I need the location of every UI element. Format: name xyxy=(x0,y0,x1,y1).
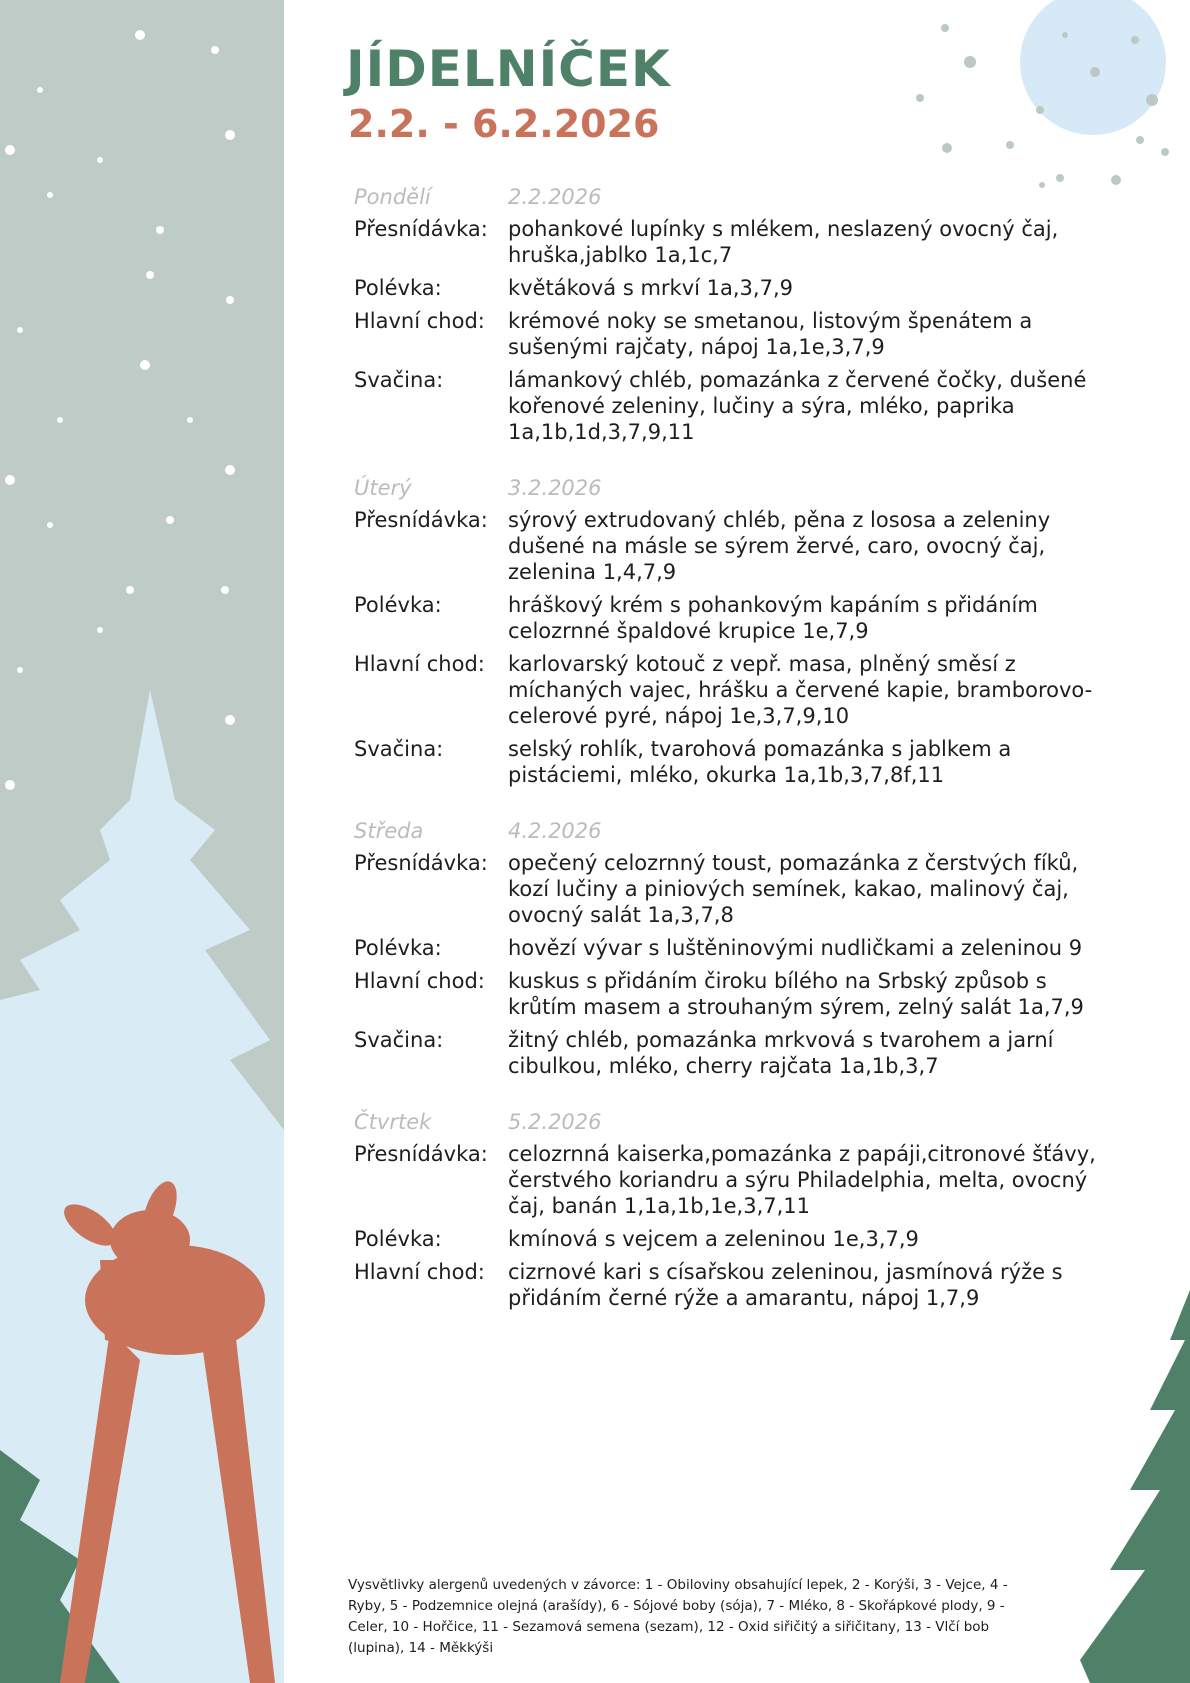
meal-label: Polévka: xyxy=(354,1227,442,1251)
page-title: JÍDELNÍČEK xyxy=(346,40,671,98)
snowflakes-icon xyxy=(916,24,1169,188)
meal-row: Přesnídávka: sýrový extrudovaný chléb, pě… xyxy=(354,507,1114,585)
day-header: Pondělí 2.2.2026 xyxy=(354,184,1114,210)
meal-text: kmínová s vejcem a zeleninou 1e,3,7,9 xyxy=(508,1227,919,1251)
snowflakes-icon xyxy=(5,30,235,790)
meal-label: Svačina: xyxy=(354,737,444,761)
meal-row: Polévka: kmínová s vejcem a zeleninou 1e,… xyxy=(354,1226,1114,1252)
meal-text: žitný chléb, pomazánka mrkvová s tvarohe… xyxy=(508,1028,1054,1078)
meal-text: celozrnná kaiserka,pomazánka z papáji,ci… xyxy=(508,1142,1096,1218)
day-name: Středa xyxy=(354,819,424,843)
meal-label: Svačina: xyxy=(354,1028,444,1052)
meal-row: Přesnídávka: celozrnná kaiserka,pomazánka… xyxy=(354,1141,1114,1219)
meal-text: cizrnové kari s císařskou zeleninou, jas… xyxy=(508,1260,1063,1310)
meal-label: Přesnídávka: xyxy=(354,851,488,875)
day-date: 2.2.2026 xyxy=(508,185,602,209)
day-block: Pondělí 2.2.2026 Přesnídávka: pohankové lup… xyxy=(354,184,1114,445)
deer-icon xyxy=(60,1181,275,1683)
meal-label: Polévka: xyxy=(354,936,442,960)
meal-label: Svačina: xyxy=(354,368,444,392)
meal-row: Svačina: lámankový chléb, pomazánka z čer… xyxy=(354,367,1114,445)
pine-bottom-icon xyxy=(0,1450,120,1683)
moon-illustration xyxy=(916,0,1169,188)
allergen-legend: Vysvětlivky alergenů uvedených v závorce… xyxy=(348,1577,1008,1656)
meal-row: Hlavní chod: kuskus s přidáním čiroku bíl… xyxy=(354,968,1114,1020)
meal-row: Polévka: květáková s mrkví 1a,3,7,9 xyxy=(354,275,1114,301)
meal-text: sýrový extrudovaný chléb, pěna z lososa … xyxy=(508,508,1051,584)
meal-label: Přesnídávka: xyxy=(354,1142,488,1166)
pine-right-icon xyxy=(1080,1290,1190,1683)
day-block: Středa 4.2.2026 Přesnídávka: opečený celozr… xyxy=(354,818,1114,1079)
meal-label: Polévka: xyxy=(354,593,442,617)
day-date: 5.2.2026 xyxy=(508,1110,602,1134)
meal-row: Přesnídávka: opečený celozrnný toust, pom… xyxy=(354,850,1114,928)
meal-label: Hlavní chod: xyxy=(354,309,485,333)
meal-text: květáková s mrkví 1a,3,7,9 xyxy=(508,276,793,300)
meal-row: Přesnídávka: pohankové lupínky s mlékem, … xyxy=(354,216,1114,268)
meal-text: pohankové lupínky s mlékem, neslazený ov… xyxy=(508,217,1059,267)
meal-row: Polévka: hovězí vývar s luštěninovými nud… xyxy=(354,935,1114,961)
meal-row: Hlavní chod: krémové noky se smetanou, li… xyxy=(354,308,1114,360)
day-header: Čtvrtek 5.2.2026 xyxy=(354,1109,1114,1135)
day-header: Úterý 3.2.2026 xyxy=(354,475,1114,501)
day-name: Pondělí xyxy=(354,185,431,209)
meal-row: Hlavní chod: cizrnové kari s císařskou ze… xyxy=(354,1259,1114,1311)
meal-text: hráškový krém s pohankovým kapáním s při… xyxy=(508,593,1038,643)
meal-row: Svačina: žitný chléb, pomazánka mrkvová s… xyxy=(354,1027,1114,1079)
snowy-tree-icon xyxy=(0,690,284,1683)
winter-illustration xyxy=(0,0,284,1683)
day-name: Čtvrtek xyxy=(354,1110,432,1134)
meal-text: krémové noky se smetanou, listovým špená… xyxy=(508,309,1033,359)
meal-row: Polévka: hráškový krém s pohankovým kapán… xyxy=(354,592,1114,644)
meal-text: kuskus s přidáním čiroku bílého na Srbsk… xyxy=(508,969,1084,1019)
day-header: Středa 4.2.2026 xyxy=(354,818,1114,844)
meal-label: Přesnídávka: xyxy=(354,508,488,532)
meal-row: Svačina: selský rohlík, tvarohová pomazán… xyxy=(354,736,1114,788)
meal-text: karlovarský kotouč z vepř. masa, plněný … xyxy=(508,652,1093,728)
meal-label: Hlavní chod: xyxy=(354,1260,485,1284)
day-block: Čtvrtek 5.2.2026 Přesnídávka: celozrnná kai… xyxy=(354,1109,1114,1311)
meal-label: Polévka: xyxy=(354,276,442,300)
day-date: 3.2.2026 xyxy=(508,476,602,500)
meal-text: opečený celozrnný toust, pomazánka z čer… xyxy=(508,851,1079,927)
date-range: 2.2. - 6.2.2026 xyxy=(348,102,660,146)
meal-text: lámankový chléb, pomazánka z červené čoč… xyxy=(508,368,1087,444)
day-name: Úterý xyxy=(354,476,412,500)
day-block: Úterý 3.2.2026 Přesnídávka: sýrový extrudov… xyxy=(354,475,1114,788)
meal-row: Hlavní chod: karlovarský kotouč z vepř. m… xyxy=(354,651,1114,729)
meal-label: Přesnídávka: xyxy=(354,217,488,241)
menu-list: Pondělí 2.2.2026 Přesnídávka: pohankové lup… xyxy=(354,184,1114,1341)
day-date: 4.2.2026 xyxy=(508,819,602,843)
meal-label: Hlavní chod: xyxy=(354,652,485,676)
meal-label: Hlavní chod: xyxy=(354,969,485,993)
meal-text: selský rohlík, tvarohová pomazánka s jab… xyxy=(508,737,1012,787)
meal-text: hovězí vývar s luštěninovými nudličkami … xyxy=(508,936,1083,960)
